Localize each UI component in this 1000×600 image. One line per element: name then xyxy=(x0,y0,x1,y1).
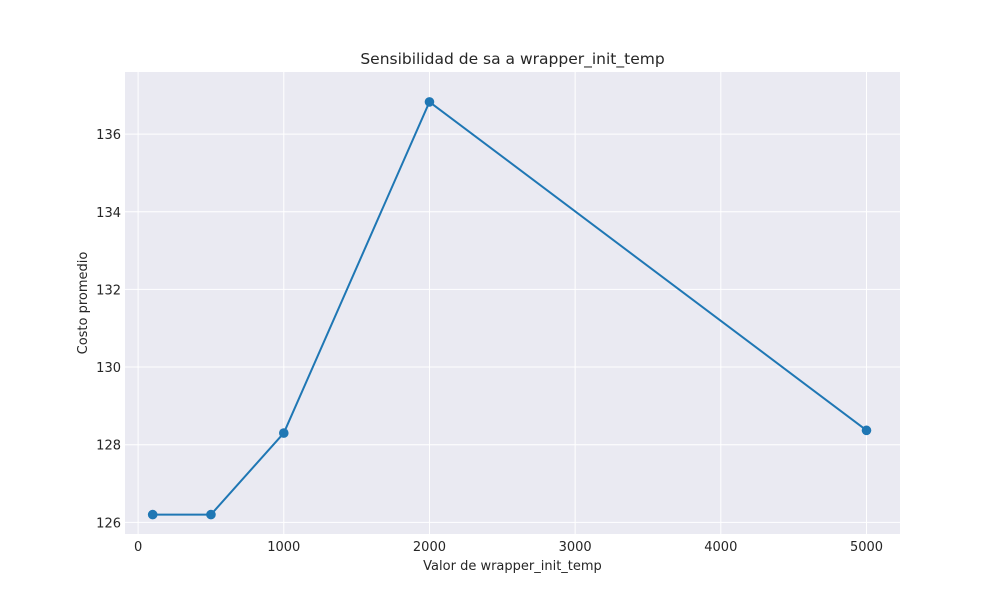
y-tick-label: 128 xyxy=(96,439,121,454)
x-axis-label: Valor de wrapper_init_temp xyxy=(423,559,602,574)
y-tick-label: 126 xyxy=(96,516,121,531)
y-axis-label: Costo promedio xyxy=(76,252,91,355)
data-point xyxy=(147,509,158,520)
grid-lines xyxy=(125,72,900,534)
y-tick-label: 134 xyxy=(96,206,121,221)
x-tick-label: 3000 xyxy=(559,540,592,555)
x-axis-ticks: 0 1000 2000 3000 4000 5000 xyxy=(134,540,883,555)
chart-title: Sensibilidad de sa a wrapper_init_temp xyxy=(360,50,664,69)
data-point xyxy=(424,97,435,107)
x-tick-label: 1000 xyxy=(267,540,300,555)
x-tick-label: 5000 xyxy=(850,540,883,555)
plot-area xyxy=(125,72,900,534)
y-tick-label: 132 xyxy=(96,283,121,298)
data-point xyxy=(206,509,216,520)
series-group xyxy=(147,97,872,520)
x-tick-label: 4000 xyxy=(704,540,737,555)
x-tick-label: 2000 xyxy=(413,540,446,555)
y-tick-label: 130 xyxy=(96,361,121,376)
y-axis-ticks: 126 128 130 132 134 136 xyxy=(96,128,121,531)
y-tick-label: 136 xyxy=(96,128,121,143)
data-point xyxy=(278,428,289,438)
x-tick-label: 0 xyxy=(134,540,142,555)
data-point xyxy=(861,425,872,436)
